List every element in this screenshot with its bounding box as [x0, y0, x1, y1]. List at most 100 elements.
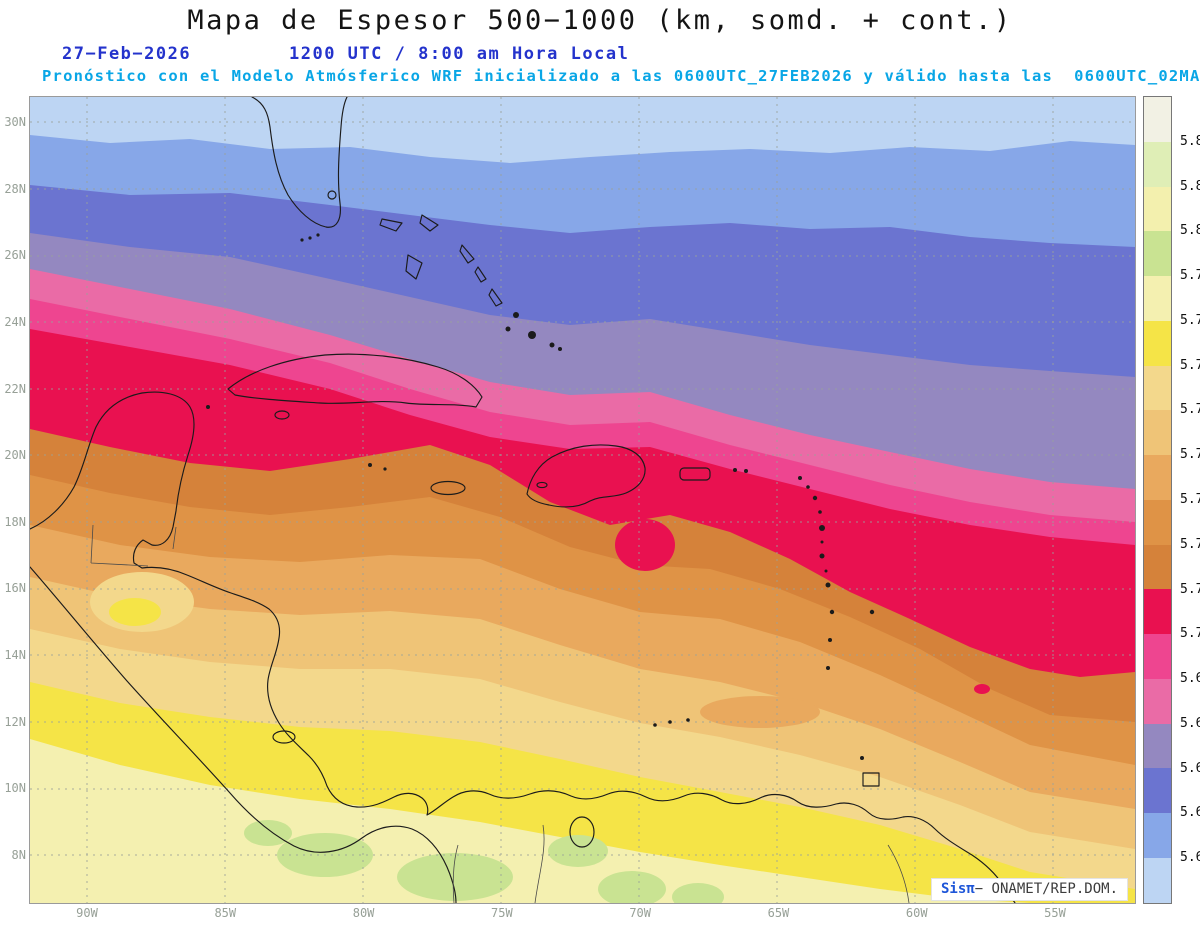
- lon-tick-label: 55W: [1044, 906, 1066, 920]
- colorbar-level-label: 5.772: [1180, 357, 1200, 373]
- bahamas-cay: [505, 326, 511, 332]
- inland-warm-core: [109, 598, 161, 626]
- lesser-antilles: [653, 468, 880, 787]
- colorbar-level-label: 5.7: [1180, 626, 1200, 642]
- valid-date: 27−Feb−2026: [62, 44, 192, 64]
- cuba-coast: [227, 353, 483, 408]
- map-plot-area: Sisπ− ONAMET/REP.DOM.: [29, 96, 1136, 904]
- bahamas-cay: [528, 331, 536, 339]
- green-patch-5: [244, 820, 292, 846]
- lat-tick-label: 14N: [4, 648, 26, 663]
- lon-tick-label: 70W: [629, 906, 651, 920]
- florida-coast: [251, 97, 348, 228]
- lon-tick-label: 80W: [352, 906, 375, 920]
- cayman-islands: [383, 467, 387, 471]
- lon-tick-label: 90W: [76, 906, 98, 920]
- central-south-america-caribbean-coast: [30, 391, 1016, 903]
- colorbar-swatches: [1143, 96, 1172, 904]
- lat-tick-label: 16N: [4, 581, 26, 596]
- tobago: [860, 756, 864, 760]
- green-patch-4: [598, 871, 666, 903]
- florida-keys: [316, 233, 320, 237]
- lat-tick-label: 28N: [4, 181, 26, 196]
- valid-time: 1200 UTC / 8:00 am Hora Local: [289, 44, 630, 64]
- lat-tick-label: 8N: [11, 847, 26, 862]
- turks-caicos: [558, 347, 562, 351]
- isla-juventud: [274, 410, 290, 420]
- colorbar-level-label: 5.795: [1180, 268, 1200, 284]
- watermark-org: − ONAMET/REP.DOM.: [974, 881, 1118, 897]
- colorbar-segment: [1144, 141, 1171, 187]
- colorbar-segment: [1144, 97, 1171, 142]
- turks-caicos: [549, 342, 555, 348]
- colorbar-level-label: 5.664: [1180, 760, 1200, 776]
- colorbar-level-label: 5.819: [1180, 178, 1200, 194]
- lon-tick-label: 60W: [905, 906, 928, 920]
- colorbar-segment: [1144, 634, 1171, 679]
- colorbar-level-label: 5.831: [1180, 133, 1200, 149]
- lon-tick-label: 85W: [214, 906, 237, 920]
- colorbar-segment: [1144, 455, 1171, 500]
- aruba: [653, 723, 657, 727]
- country-borders: [90, 524, 910, 903]
- coastal-orange-patch: [700, 696, 820, 728]
- barbados: [869, 609, 875, 615]
- hispaniola-coast: [526, 444, 646, 508]
- green-patch-6: [672, 883, 724, 903]
- coastlines: [30, 97, 1016, 903]
- bahamas: [379, 214, 503, 307]
- watermark-brand: Sisπ: [940, 881, 975, 897]
- colorbar-segment: [1144, 276, 1171, 321]
- puerto-rico-coast: [679, 467, 711, 481]
- lake-maracaibo: [569, 816, 595, 848]
- lat-tick-label: 24N: [4, 314, 26, 329]
- lat-tick-label: 18N: [4, 514, 26, 529]
- florida-keys: [300, 238, 304, 242]
- colorbar-segment: [1144, 768, 1171, 814]
- lake-nicaragua: [272, 730, 296, 744]
- lat-tick-label: 22N: [4, 381, 26, 396]
- green-patch-3: [548, 835, 608, 867]
- colorbar-level-label: 5.688: [1180, 671, 1200, 687]
- colorbar-level-label: 5.64: [1180, 850, 1200, 866]
- forecast-caption: Pronóstico con el Modelo Atmósferico WRF…: [42, 67, 1200, 85]
- colorbar-segment: [1144, 410, 1171, 456]
- colorbar-level-label: 5.748: [1180, 447, 1200, 463]
- cozumel: [206, 405, 210, 409]
- colorbar-segment: [1144, 858, 1171, 903]
- colorbar-level-label: 5.76: [1180, 402, 1200, 418]
- watermark: Sisπ− ONAMET/REP.DOM.: [931, 879, 1127, 900]
- colorbar-segment: [1144, 231, 1171, 277]
- green-patch-2: [397, 853, 513, 901]
- lat-tick-label: 30N: [4, 115, 26, 129]
- colorbar-segment: [1144, 544, 1171, 590]
- colorbar-segment: [1144, 320, 1171, 366]
- colorbar-level-label: 5.807: [1180, 223, 1200, 239]
- colorbar-level-label: 5.652: [1180, 805, 1200, 821]
- lat-tick-label: 10N: [4, 781, 26, 796]
- ile-gonave: [536, 481, 548, 489]
- lat-tick-label: 12N: [4, 714, 26, 729]
- trinidad-coast: [862, 772, 880, 787]
- curacao: [668, 720, 672, 724]
- lat-tick-label: 26N: [4, 248, 26, 263]
- lon-tick-label: 75W: [491, 906, 513, 920]
- colorbar-segment: [1144, 813, 1171, 859]
- colorbar-segment: [1144, 678, 1171, 724]
- pacific-coast: [30, 566, 457, 903]
- colorbar-segment: [1144, 365, 1171, 411]
- page-title: Mapa de Espesor 500−1000 (km, somd. + co…: [187, 5, 1013, 36]
- colorbar-segment: [1144, 723, 1171, 769]
- jamaica-coast: [430, 480, 466, 496]
- cayman-islands: [368, 463, 372, 467]
- red-tongue: [615, 519, 675, 571]
- caribbean-map-svg: [30, 97, 1135, 903]
- lat-tick-label: 20N: [4, 448, 26, 463]
- florida-keys: [308, 236, 312, 240]
- colorbar-level-label: 5.724: [1180, 536, 1200, 552]
- colorbar-segment: [1144, 186, 1171, 232]
- colorbar-level-label: 5.676: [1180, 715, 1200, 731]
- colorbar-segment: [1144, 499, 1171, 545]
- lon-tick-label: 65W: [767, 906, 790, 920]
